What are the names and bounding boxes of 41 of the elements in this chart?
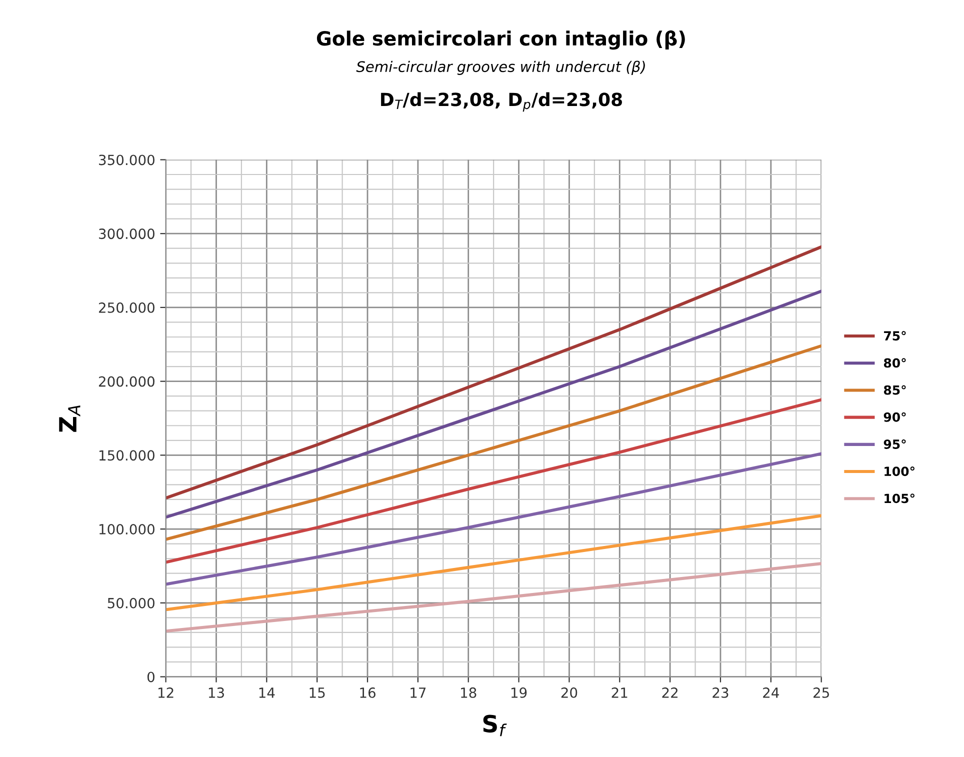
x-tick-label: 14 bbox=[259, 688, 275, 698]
line-series bbox=[166, 290, 822, 519]
chart-title: Gole semicircolari con intaglio (β) bbox=[316, 30, 685, 50]
x-tick-label: 22 bbox=[662, 687, 678, 698]
y-tick-label: 150.000 bbox=[99, 450, 154, 461]
x-tick-label: 23 bbox=[712, 687, 728, 698]
legend-label: 105° bbox=[884, 494, 914, 504]
x-tick-label: 24 bbox=[763, 687, 779, 698]
y-tick-label: 100.000 bbox=[99, 524, 154, 535]
x-tick-label: 17 bbox=[410, 688, 426, 698]
x-tick-label: 18 bbox=[461, 687, 476, 698]
legend-label: 100° bbox=[884, 466, 914, 476]
line-series bbox=[166, 398, 822, 564]
x-axis-title: S$_{f}$ bbox=[483, 714, 507, 736]
y-tick-label: 50.000 bbox=[108, 598, 154, 608]
y-tick-label: 350.000 bbox=[99, 154, 154, 166]
line-series bbox=[166, 344, 822, 541]
legend-label: 85° bbox=[884, 385, 906, 395]
text: D$_{T}$/d=23,08, D$_{p}$/d=23,08 bbox=[381, 92, 622, 112]
x-tick-label: 15 bbox=[310, 688, 325, 698]
x-tick-label: 25 bbox=[814, 687, 829, 698]
y-tick-label: 300.000 bbox=[99, 228, 154, 240]
y-tick-label: 250.000 bbox=[98, 302, 154, 313]
y-tick-label: 0 bbox=[147, 672, 154, 682]
line-series bbox=[166, 514, 822, 612]
legend-label: 95° bbox=[884, 439, 906, 449]
y-axis-title: Z$_{A}$ bbox=[59, 405, 80, 432]
x-tick-label: 16 bbox=[360, 687, 376, 698]
line-series bbox=[166, 562, 822, 633]
line-series bbox=[166, 245, 822, 500]
y-tick-label: 200.000 bbox=[98, 376, 154, 387]
legend-label: 75° bbox=[884, 331, 906, 341]
x-tick-label: 12 bbox=[158, 687, 174, 698]
x-tick-label: 21 bbox=[612, 687, 628, 698]
line-series bbox=[166, 452, 822, 586]
x-tick-label: 13 bbox=[208, 687, 224, 698]
x-tick-label: 20 bbox=[561, 687, 578, 698]
legend-label: 90° bbox=[884, 412, 906, 422]
legend-label: 80° bbox=[884, 358, 906, 368]
chart-subtitle: Semi-circular grooves with undercut (β) bbox=[356, 60, 645, 75]
x-tick-label: 19 bbox=[511, 687, 527, 698]
